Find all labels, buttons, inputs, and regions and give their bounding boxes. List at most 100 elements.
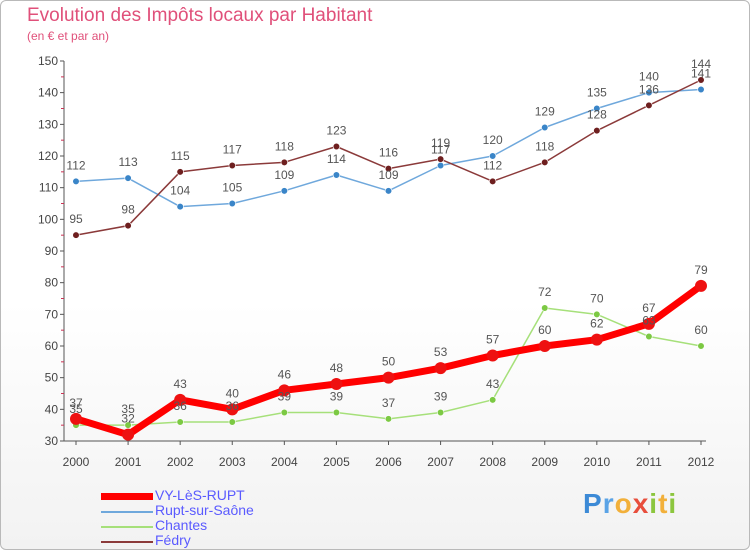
data-label: 43	[486, 377, 500, 391]
proxiti-logo: Proxiti	[583, 488, 678, 519]
x-tick-label: 2006	[375, 455, 402, 469]
data-label: 62	[590, 317, 604, 331]
data-point	[278, 384, 291, 397]
data-label: 40	[226, 386, 240, 400]
x-tick-label: 2010	[583, 455, 610, 469]
x-tick-label: 2000	[63, 455, 90, 469]
data-point	[645, 89, 653, 97]
data-point	[697, 85, 705, 94]
data-point	[330, 378, 343, 390]
legend-swatch	[101, 511, 153, 513]
x-tick-label: 2003	[219, 455, 246, 469]
data-label: 35	[69, 402, 83, 416]
data-point	[332, 142, 341, 151]
data-point	[593, 127, 601, 135]
legend-swatch	[101, 526, 153, 528]
data-label: 119	[431, 136, 450, 150]
data-label: 104	[170, 184, 190, 198]
x-tick-label: 2009	[531, 455, 558, 469]
data-label: 113	[119, 155, 138, 169]
data-label: 70	[590, 291, 604, 305]
data-label: 112	[483, 158, 502, 172]
y-tick-label: 120	[38, 149, 58, 163]
data-label: 135	[587, 86, 607, 100]
legend-label: Rupt-sur-Saône	[155, 502, 254, 518]
data-point	[434, 362, 447, 375]
data-label: 39	[278, 390, 292, 404]
data-label: 39	[330, 390, 344, 404]
data-label: 114	[327, 152, 346, 166]
data-point	[176, 203, 184, 211]
data-label: 67	[642, 301, 656, 315]
data-label: 79	[694, 263, 708, 277]
data-label: 123	[326, 124, 346, 138]
data-point	[280, 158, 288, 166]
legend-label: Chantes	[155, 517, 208, 533]
data-point	[176, 418, 184, 426]
y-tick-label: 60	[45, 339, 59, 353]
data-point	[697, 76, 705, 84]
data-point	[541, 158, 549, 166]
data-point	[541, 123, 549, 132]
y-tick-label: 50	[45, 371, 59, 385]
data-label: 32	[121, 412, 135, 426]
legend-label: Fédry	[155, 532, 191, 548]
data-point	[228, 161, 236, 170]
y-tick-label: 30	[45, 434, 59, 448]
data-label: 116	[379, 146, 398, 160]
chart-title: Evolution des Impôts locaux par Habitant	[27, 5, 373, 26]
x-tick-label: 2011	[636, 455, 662, 469]
data-point	[538, 340, 551, 352]
data-point	[642, 317, 655, 330]
data-label: 115	[171, 149, 190, 163]
data-label: 46	[278, 367, 292, 381]
legend-swatch	[101, 493, 153, 500]
data-point	[280, 408, 288, 417]
data-point	[436, 155, 445, 163]
data-label: 37	[69, 396, 83, 410]
data-label: 50	[382, 355, 396, 369]
data-label: 98	[121, 203, 135, 217]
data-label: 60	[538, 323, 552, 337]
data-label: 36	[173, 399, 187, 413]
data-point	[124, 222, 132, 230]
data-point	[174, 393, 187, 406]
x-tick-label: 2008	[479, 455, 506, 469]
data-point	[486, 349, 499, 362]
data-point	[176, 168, 184, 176]
data-point	[384, 165, 393, 173]
data-point	[124, 174, 132, 182]
y-tick-label: 40	[45, 402, 59, 416]
data-point	[593, 104, 601, 113]
data-point	[70, 412, 82, 425]
data-point	[645, 332, 653, 341]
data-label: 109	[274, 168, 294, 182]
data-label: 112	[66, 158, 85, 172]
data-point	[226, 403, 239, 416]
data-point	[436, 408, 445, 417]
y-tick-label: 100	[38, 212, 58, 226]
data-label: 95	[69, 212, 83, 226]
data-label: 140	[639, 70, 659, 84]
data-label: 105	[222, 181, 242, 195]
x-tick-label: 2012	[688, 455, 715, 469]
data-point	[72, 177, 80, 185]
data-point	[695, 279, 707, 292]
data-point	[384, 187, 393, 195]
data-point	[645, 101, 653, 109]
y-tick-label: 150	[38, 54, 58, 68]
x-tick-label: 2004	[271, 455, 298, 469]
data-point	[228, 199, 236, 208]
data-point	[489, 396, 497, 404]
data-label: 39	[434, 390, 448, 404]
data-label: 117	[223, 143, 242, 157]
data-label: 48	[330, 361, 344, 375]
data-point	[332, 408, 341, 417]
data-label: 129	[535, 105, 555, 119]
x-tick-label: 2001	[115, 455, 142, 469]
data-point	[382, 371, 395, 384]
data-label: 37	[382, 396, 396, 410]
x-tick-label: 2005	[323, 455, 350, 469]
data-label: 60	[694, 323, 708, 337]
